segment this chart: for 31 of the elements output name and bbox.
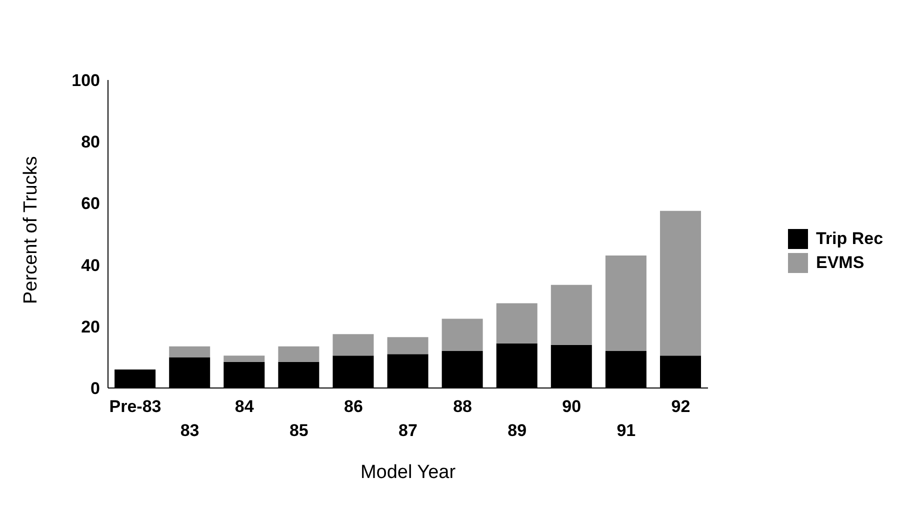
bar <box>224 356 265 362</box>
x-tick-label: 92 <box>671 397 690 416</box>
y-tick-label: 80 <box>81 132 100 152</box>
x-tick-label: 83 <box>180 421 200 440</box>
x-tick-label: 87 <box>398 421 418 440</box>
y-tick-label: 40 <box>81 256 100 275</box>
x-tick-label: 91 <box>616 421 636 440</box>
x-axis-title: Model Year <box>360 462 456 483</box>
y-tick-label: 0 <box>90 379 100 398</box>
bar <box>278 346 320 362</box>
legend-label: EVMS <box>816 253 864 273</box>
bar <box>387 337 428 354</box>
y-tick-label: 60 <box>81 194 100 214</box>
bar <box>442 318 483 352</box>
legend-label: Trip Rec <box>816 229 884 249</box>
bar <box>332 334 374 356</box>
x-tick-label: 90 <box>562 397 582 416</box>
bar <box>605 256 646 352</box>
x-tick-label: Pre-83 <box>109 397 162 416</box>
x-tick-label: 89 <box>508 421 527 440</box>
x-tick-label: 85 <box>289 421 308 440</box>
bar <box>169 346 210 358</box>
x-tick-label: 84 <box>234 397 254 416</box>
bar <box>550 284 592 345</box>
bar <box>496 303 538 344</box>
y-axis-title: Percent of Trucks <box>20 156 42 304</box>
y-tick-label: 100 <box>72 71 100 90</box>
x-tick-label: 86 <box>344 397 363 416</box>
y-tick-label: 20 <box>81 317 100 336</box>
x-tick-label: 88 <box>453 397 472 416</box>
bar <box>660 210 701 356</box>
